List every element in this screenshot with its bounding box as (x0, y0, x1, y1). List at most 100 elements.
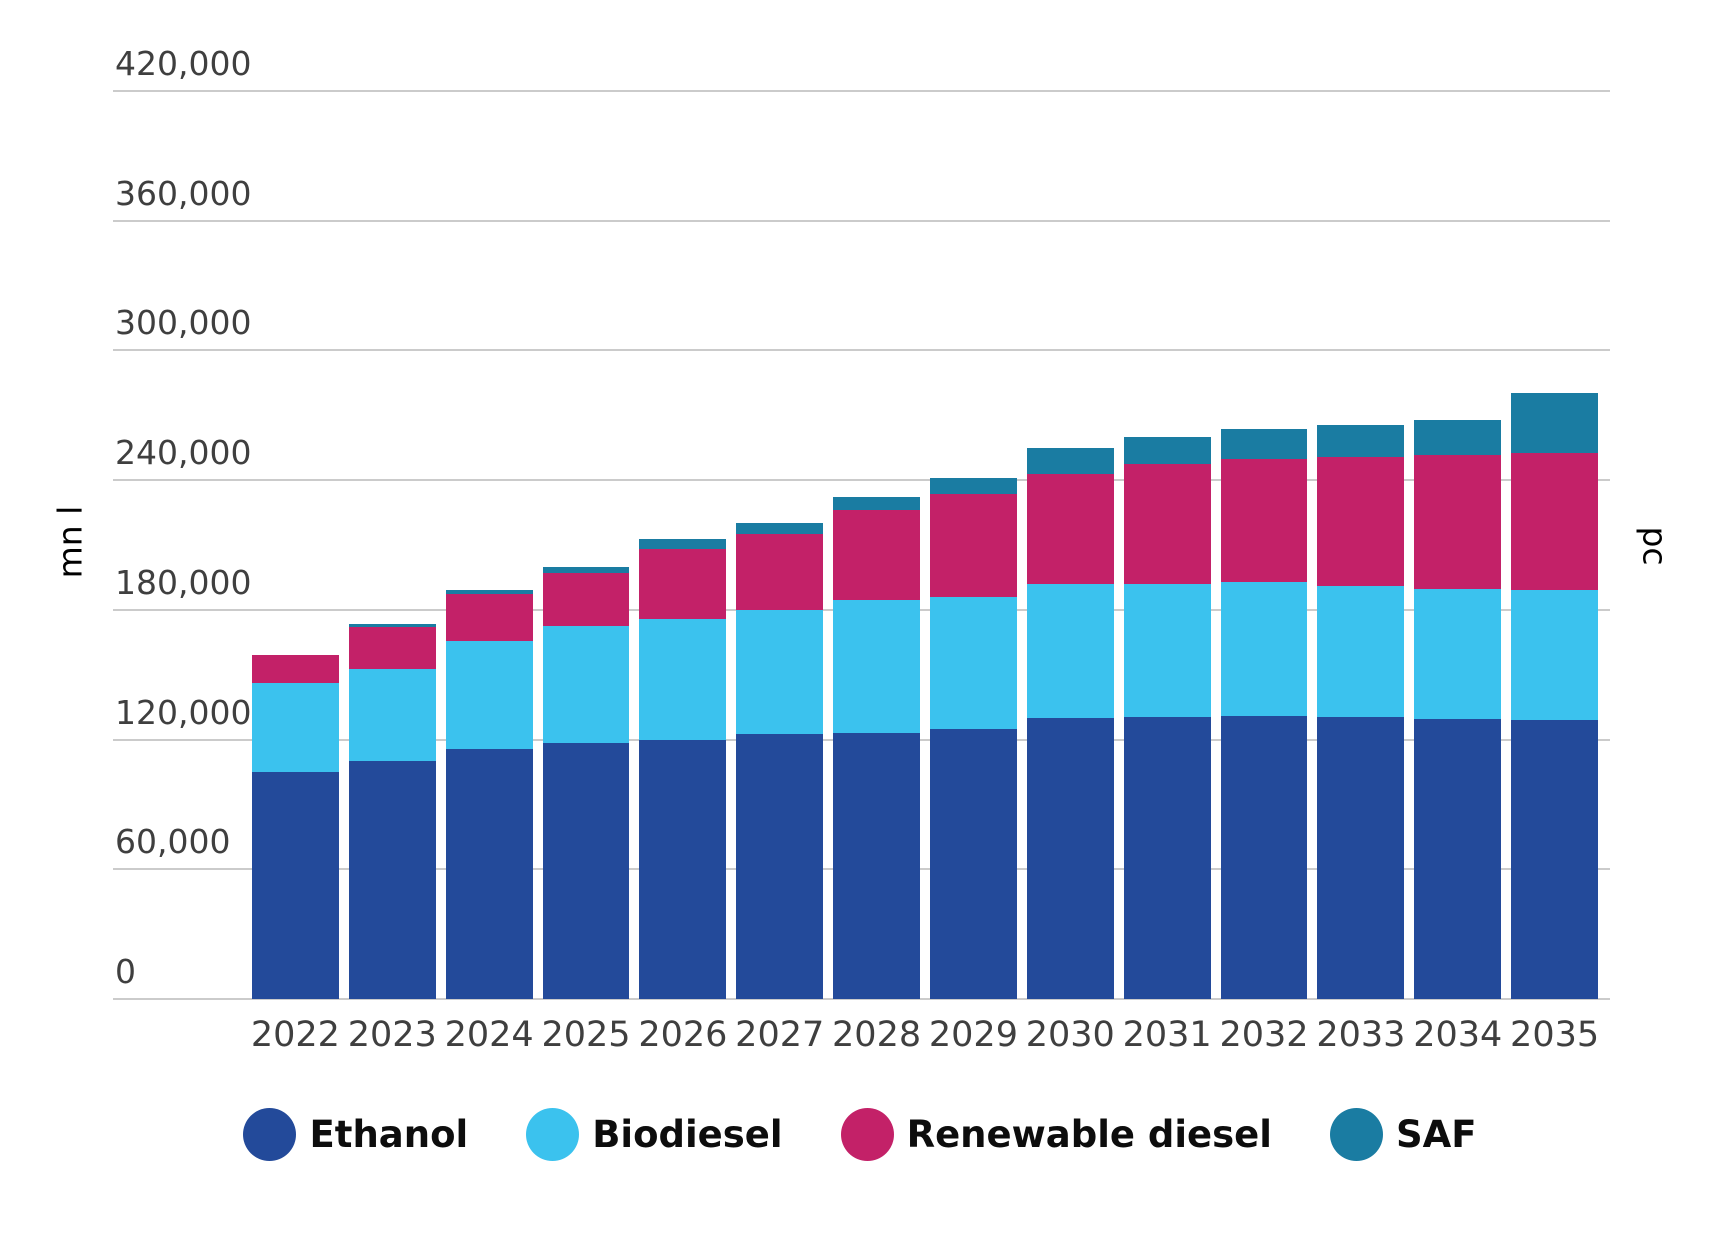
gridline (113, 349, 1610, 352)
bar-column-2027: 2027 (735, 91, 824, 1053)
gridline (113, 998, 1610, 1000)
bar-segment-saf (1317, 425, 1405, 458)
bar-column-2031: 2031 (1123, 91, 1212, 1053)
y-axis-title-right: pc (1635, 526, 1675, 566)
y-tick-label: 120,000 (115, 692, 252, 732)
bar-segment-renewable-diesel (1317, 457, 1405, 587)
bar-segment-saf (445, 590, 533, 594)
bar-segment-biodiesel (542, 626, 630, 743)
y-tick-label: 420,000 (115, 44, 252, 83)
bar-segment-renewable-diesel (1026, 473, 1114, 584)
bar-column-2029: 2029 (929, 91, 1018, 1053)
bar-column-2024: 2024 (445, 91, 534, 1053)
bar-segment-biodiesel (252, 683, 339, 772)
bar-segment-renewable-diesel (1220, 458, 1308, 582)
bar-column-2030: 2030 (1026, 91, 1115, 1053)
bar-segment-ethanol (252, 772, 339, 999)
legend-swatch-renewable-diesel (840, 1108, 894, 1161)
bar-segment-ethanol (930, 728, 1017, 999)
bar-segment-saf (1511, 392, 1599, 454)
legend: Ethanol Biodiesel Renewable diesel SAF (0, 1108, 1720, 1161)
y-tick-label: 300,000 (115, 303, 252, 343)
bar-segment-renewable-diesel (736, 534, 824, 610)
bar-segment-renewable-diesel (930, 494, 1017, 597)
bar-column-2022: 2022 (251, 91, 340, 1053)
bar-segment-biodiesel (736, 609, 824, 735)
x-tick-label: 2032 (1219, 1015, 1309, 1055)
bar-segment-saf (1026, 447, 1114, 474)
bar-segment-biodiesel (445, 641, 533, 750)
legend-item-saf: SAF (1329, 1108, 1477, 1161)
bar-segment-ethanol (445, 749, 533, 999)
bar-segment-ethanol (639, 739, 727, 999)
bar-segment-biodiesel (639, 618, 727, 740)
bar-segment-ethanol (1317, 716, 1405, 999)
bar-segment-renewable-diesel (1414, 455, 1502, 590)
bar-column-2023: 2023 (348, 91, 437, 1053)
gridline (113, 219, 1610, 222)
legend-item-renewable-diesel: Renewable diesel (840, 1108, 1272, 1161)
bar-segment-renewable-diesel (1511, 453, 1599, 591)
bar-segment-biodiesel (1026, 583, 1114, 718)
bar-column-2026: 2026 (638, 91, 727, 1053)
plot-area: 0 60,000 120,000 180,000 240,000 300,000 360,0… (113, 47, 1610, 1053)
bar-column-2034: 2034 (1413, 91, 1502, 1053)
y-axis-title-left: mn l (50, 505, 90, 579)
bar-segment-ethanol (1414, 719, 1502, 999)
bar-segment-renewable-diesel (252, 655, 339, 684)
bar-segment-ethanol (1220, 715, 1308, 999)
bar-segment-biodiesel (1317, 586, 1405, 717)
bar-segment-ethanol (348, 761, 436, 999)
legend-item-biodiesel: Biodiesel (526, 1108, 783, 1161)
bar-segment-saf (1414, 419, 1502, 456)
bar-segment-biodiesel (1220, 581, 1308, 716)
legend-label: SAF (1395, 1113, 1477, 1156)
bar-segment-biodiesel (1511, 590, 1599, 721)
bar-column-2033: 2033 (1316, 91, 1405, 1053)
bar-segment-ethanol (542, 742, 630, 999)
bar-segment-saf (639, 538, 727, 550)
bar-segment-biodiesel (348, 669, 436, 762)
bar-segment-ethanol (1026, 717, 1114, 999)
bar-segment-saf (1123, 436, 1211, 464)
x-tick-label: 2023 (347, 1015, 437, 1055)
x-tick-label: 2030 (1025, 1015, 1115, 1055)
bar-segment-ethanol (736, 734, 824, 999)
x-tick-label: 2034 (1413, 1015, 1503, 1055)
legend-label: Renewable diesel (906, 1113, 1272, 1156)
bar-segment-saf (833, 497, 921, 511)
x-tick-label: 2025 (541, 1015, 631, 1055)
bar-segment-saf (542, 566, 630, 574)
x-tick-label: 2026 (638, 1015, 728, 1055)
y-tick-label: 0 (115, 952, 136, 991)
legend-swatch-biodiesel (526, 1108, 580, 1161)
x-tick-label: 2035 (1510, 1015, 1600, 1055)
bar-segment-saf (1220, 429, 1308, 459)
bar-segment-biodiesel (833, 600, 921, 734)
bar-column-2025: 2025 (541, 91, 631, 1053)
bar-segment-ethanol (833, 733, 921, 999)
gridline (113, 90, 1610, 92)
x-tick-label: 2024 (444, 1015, 534, 1055)
legend-swatch-ethanol (243, 1108, 297, 1161)
bar-segment-ethanol (1123, 716, 1211, 999)
legend-swatch-saf (1329, 1108, 1383, 1161)
legend-item-ethanol: Ethanol (243, 1108, 468, 1161)
x-tick-label: 2031 (1122, 1015, 1212, 1055)
bar-segment-ethanol (1511, 720, 1599, 999)
bar-segment-renewable-diesel (1123, 463, 1211, 584)
bar-segment-renewable-diesel (639, 549, 727, 619)
bar-segment-biodiesel (930, 596, 1017, 729)
x-tick-label: 2033 (1316, 1015, 1406, 1055)
bar-column-2035: 2035 (1510, 91, 1599, 1053)
x-tick-label: 2028 (832, 1015, 922, 1055)
bar-segment-saf (930, 478, 1017, 495)
bar-column-2028: 2028 (832, 91, 921, 1053)
bar-segment-saf (348, 623, 436, 628)
bar-segment-renewable-diesel (542, 573, 630, 627)
bar-column-2032: 2032 (1219, 91, 1309, 1053)
y-tick-label: 180,000 (115, 562, 252, 602)
x-tick-label: 2022 (250, 1015, 340, 1055)
gridline (113, 479, 1610, 482)
